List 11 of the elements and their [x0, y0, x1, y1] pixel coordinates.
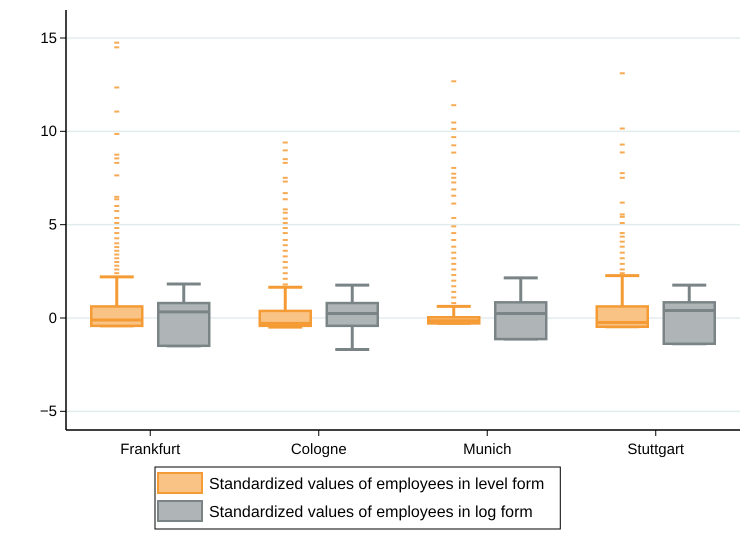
x-tick-label: Munich [463, 441, 512, 458]
legend-label: Standardized values of employees in level form [209, 476, 544, 493]
legend-label: Standardized values of employees in log form [209, 504, 533, 521]
y-tick-label: 15 [40, 30, 57, 47]
y-tick-label: 5 [48, 216, 57, 234]
x-tick-label: Cologne [290, 441, 347, 458]
y-tick-label: 0 [48, 310, 57, 327]
x-tick-label: Frankfurt [120, 441, 182, 458]
y-tick-label: 10 [40, 123, 57, 140]
y-tick-label: −5 [40, 403, 57, 420]
x-tick-label: Stuttgart [627, 441, 685, 458]
